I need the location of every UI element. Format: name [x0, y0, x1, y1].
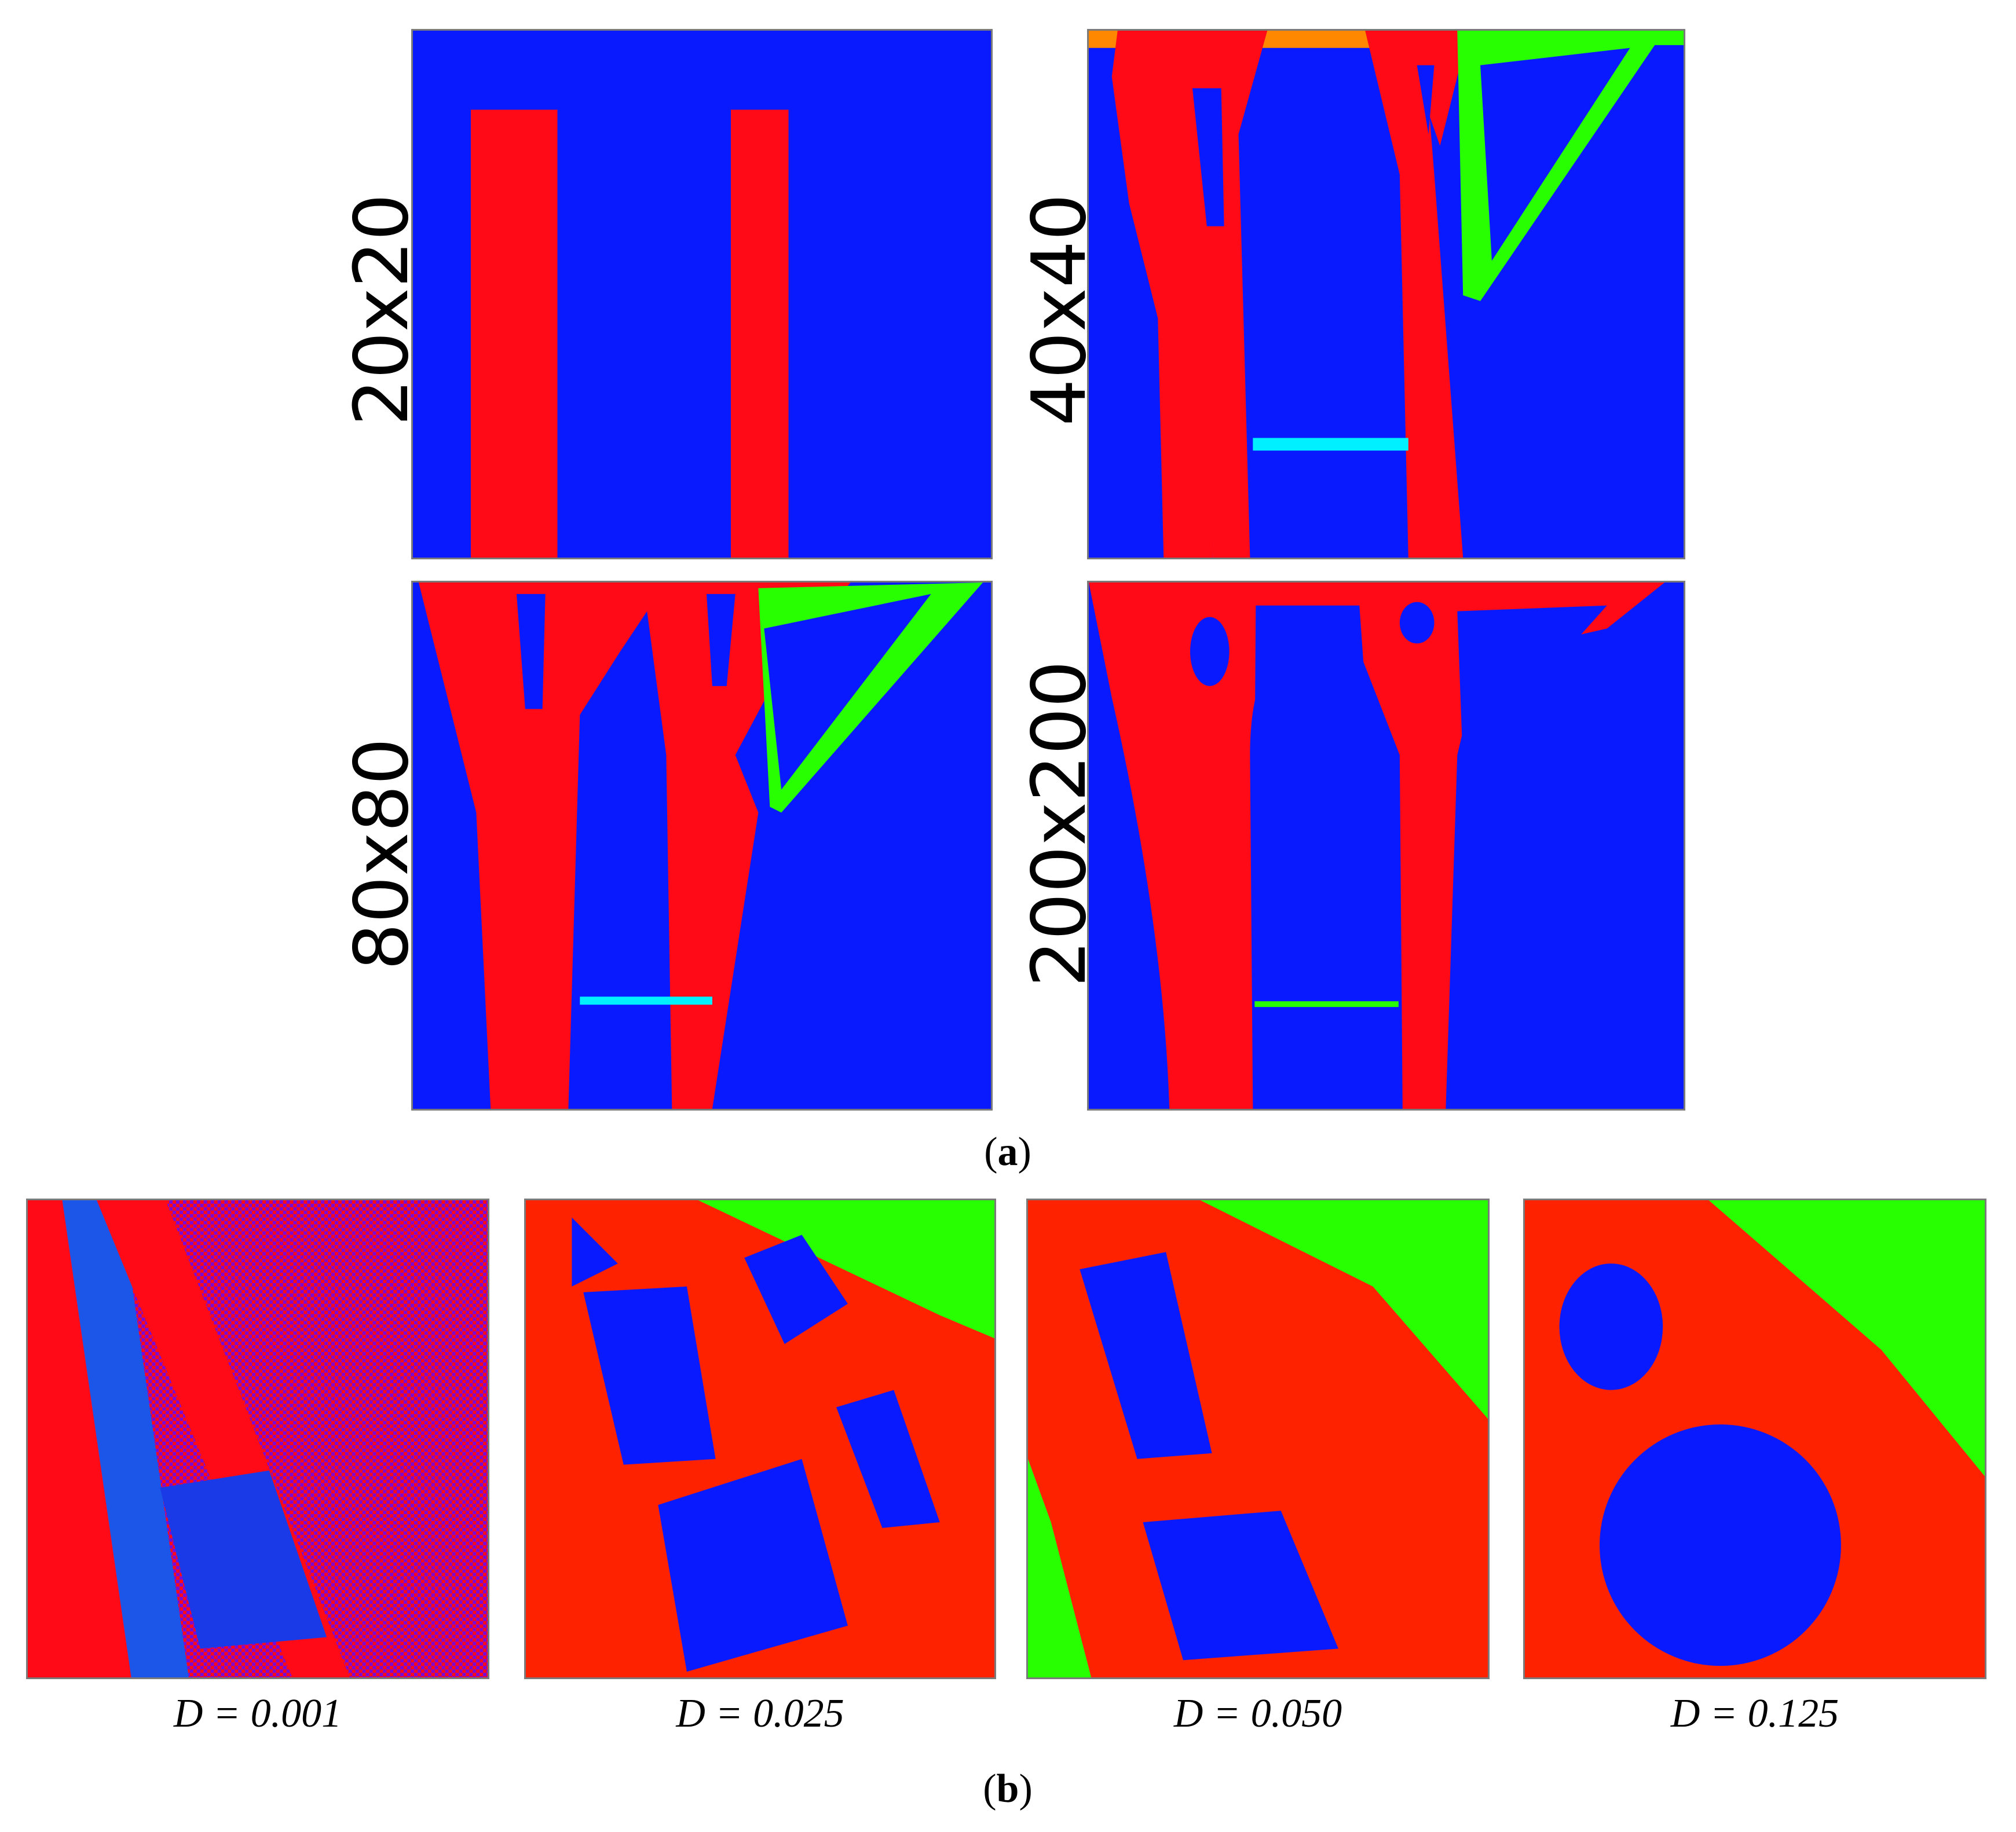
topology-panel-80x80	[411, 581, 993, 1111]
caption-a: (a)	[979, 1129, 1037, 1175]
caption-b: (b)	[979, 1766, 1037, 1812]
topology-panel-d-0050	[1026, 1199, 1490, 1679]
topology-panel-20x20	[411, 29, 993, 559]
topology-image-d-0025	[526, 1200, 994, 1677]
caption-a-letter: a	[997, 1130, 1018, 1174]
d-label-0050: D = 0.050	[1173, 1691, 1342, 1736]
topology-panel-d-0125	[1523, 1199, 1986, 1679]
caption-b-close: )	[1019, 1767, 1033, 1811]
topology-image-d-0001	[28, 1200, 488, 1677]
topology-panel-40x40	[1087, 29, 1685, 559]
caption-a-close: )	[1018, 1130, 1031, 1174]
topology-panel-200x200	[1087, 581, 1685, 1111]
topology-image-d-0125	[1525, 1200, 1985, 1677]
caption-b-open: (	[983, 1767, 997, 1811]
d-label-0025: D = 0.025	[676, 1691, 844, 1736]
topology-image-80x80	[413, 582, 991, 1109]
caption-a-open: (	[984, 1130, 998, 1174]
topology-image-200x200	[1089, 582, 1684, 1109]
d-label-0125: D = 0.125	[1670, 1691, 1839, 1736]
topology-image-20x20	[413, 31, 991, 558]
d-label-0001: D = 0.001	[173, 1691, 342, 1736]
topology-panel-d-0025	[524, 1199, 996, 1679]
topology-image-40x40	[1089, 31, 1684, 558]
topology-panel-d-0001	[26, 1199, 489, 1679]
topology-image-d-0050	[1028, 1200, 1488, 1677]
caption-b-letter: b	[996, 1767, 1019, 1811]
